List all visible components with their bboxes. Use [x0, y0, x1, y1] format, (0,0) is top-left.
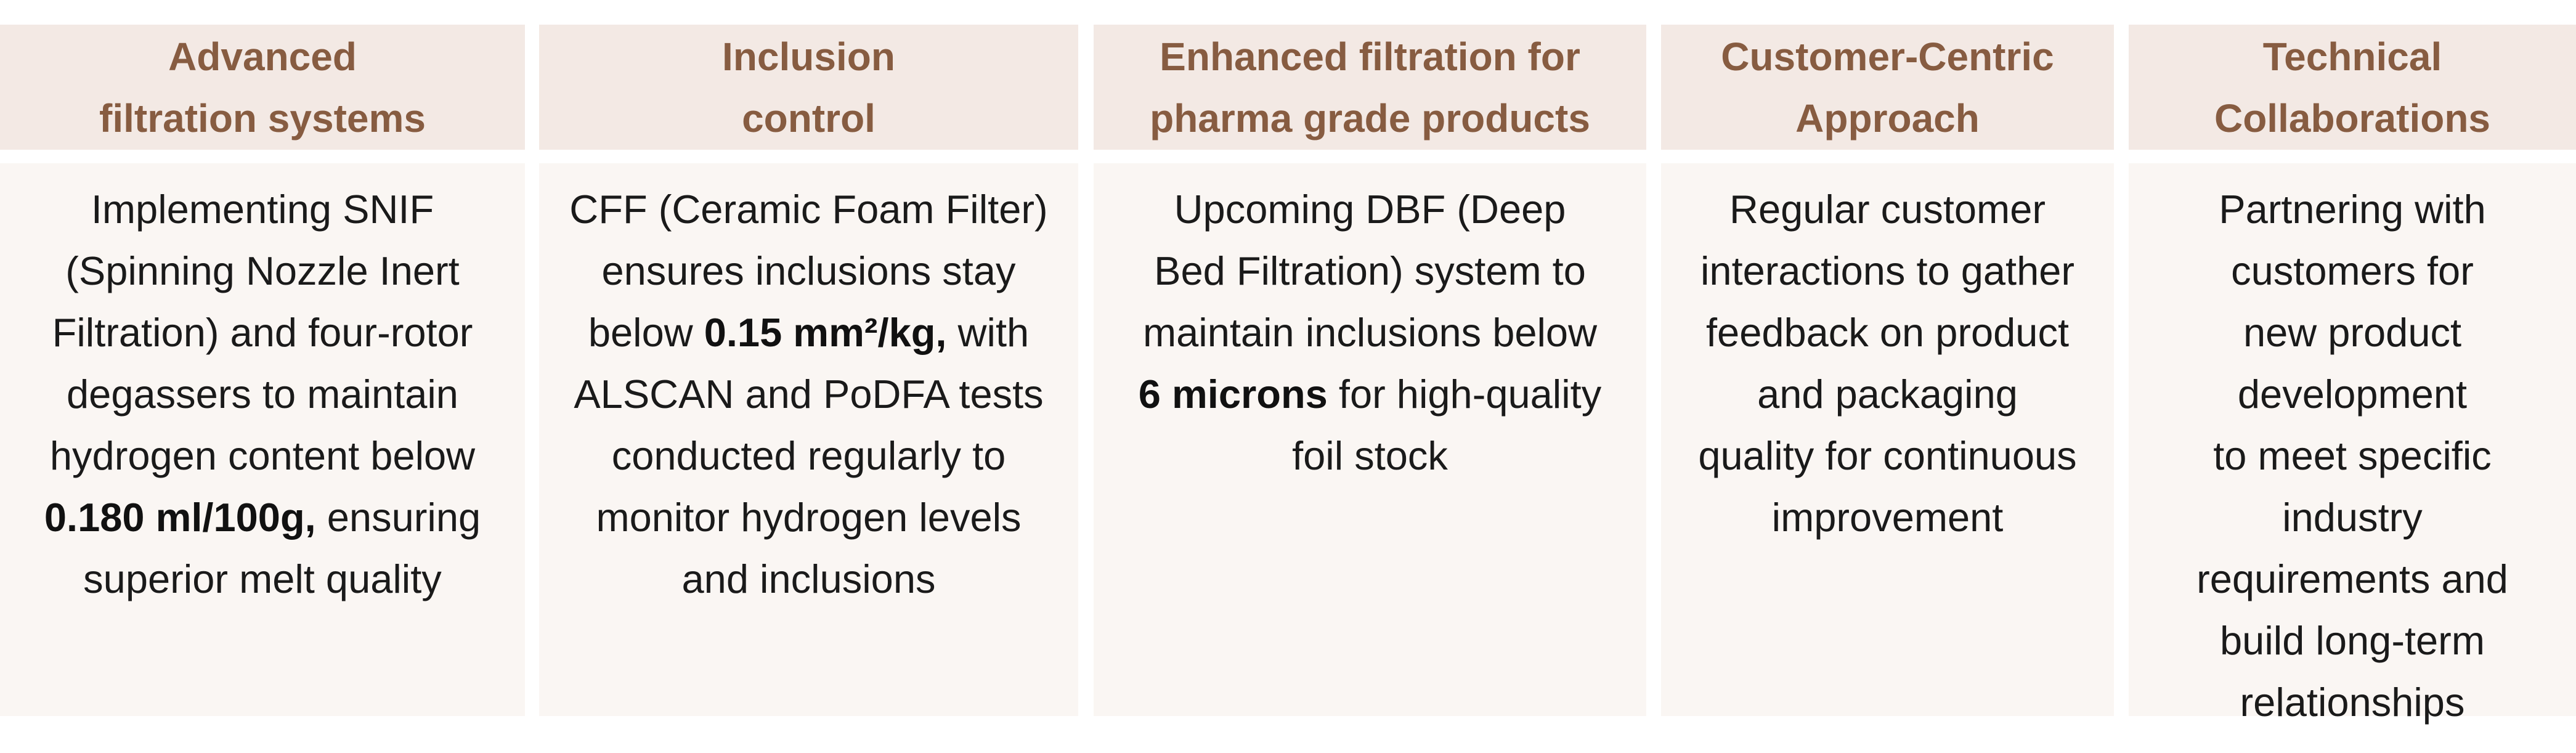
body-text: development: [2237, 372, 2468, 417]
body-text: improvement: [1771, 495, 2004, 540]
body-text: foil stock: [1292, 433, 1448, 478]
heading-line: Collaborations: [2214, 96, 2491, 140]
body-line: and inclusions: [545, 548, 1072, 610]
heading-line: filtration systems: [99, 96, 426, 140]
body-line: Upcoming DBF (Deep: [1100, 179, 1640, 240]
body-line: industry: [2135, 487, 2570, 548]
body-text: requirements and: [2196, 556, 2508, 601]
body-line: (Spinning Nozzle Inert: [6, 240, 519, 302]
body-line: interactions to gather: [1667, 240, 2108, 302]
body-line: CFF (Ceramic Foam Filter): [545, 179, 1072, 240]
column-heading: Inclusion control: [539, 25, 1078, 150]
heading-line: Advanced: [168, 34, 357, 79]
body-line: improvement: [1667, 487, 2108, 548]
body-text: with: [946, 310, 1030, 355]
body-line: new product: [2135, 302, 2570, 364]
column-body: Regular customer interactions to gather fe…: [1661, 163, 2114, 716]
body-line: superior melt quality: [6, 548, 519, 610]
body-text: and inclusions: [681, 556, 936, 601]
column-body: Upcoming DBF (Deep Bed Filtration) system…: [1094, 163, 1646, 716]
body-text: relationships: [2240, 680, 2465, 725]
heading-line: Enhanced filtration for: [1160, 34, 1580, 79]
body-text: customers for: [2231, 248, 2474, 293]
column-body: Implementing SNIF (Spinning Nozzle Inert F…: [0, 163, 525, 716]
heading-line: Approach: [1795, 96, 1980, 140]
column-heading: Enhanced filtration for pharma grade pro…: [1094, 25, 1646, 150]
body-line: foil stock: [1100, 425, 1640, 487]
body-text: industry: [2282, 495, 2423, 540]
body-text: quality for continuous: [1698, 433, 2077, 478]
body-line: 0.180 ml/100g, ensuring: [6, 487, 519, 548]
body-text: conducted regularly to: [611, 433, 1006, 478]
body-text: ensures inclusions stay: [601, 248, 1016, 293]
body-text: and packaging: [1757, 372, 2018, 417]
highlight-value: 0.180 ml/100g,: [44, 495, 316, 540]
body-line: hydrogen content below: [6, 425, 519, 487]
body-line: 6 microns for high-quality: [1100, 364, 1640, 425]
body-line: degassers to maintain: [6, 364, 519, 425]
body-text: feedback on product: [1705, 310, 2070, 355]
body-line: build long-term: [2135, 610, 2570, 672]
body-text: to meet specific: [2213, 433, 2492, 478]
body-text: Implementing SNIF: [91, 187, 434, 232]
body-text: Partnering with: [2219, 187, 2486, 232]
body-line: Regular customer: [1667, 179, 2108, 240]
body-line: customers for: [2135, 240, 2570, 302]
body-text: hydrogen content below: [49, 433, 476, 478]
body-text: ALSCAN and PoDFA tests: [574, 372, 1044, 417]
body-line: ensures inclusions stay: [545, 240, 1072, 302]
column-heading: Advanced filtration systems: [0, 25, 525, 150]
body-text: below: [588, 310, 704, 355]
body-line: monitor hydrogen levels: [545, 487, 1072, 548]
body-line: relationships: [2135, 672, 2570, 733]
body-line: Implementing SNIF: [6, 179, 519, 240]
body-line: and packaging: [1667, 364, 2108, 425]
body-text: ensuring: [315, 495, 481, 540]
body-text: Upcoming DBF (Deep: [1174, 187, 1566, 232]
highlight-value: 6 microns: [1138, 372, 1328, 417]
body-text: new product: [2243, 310, 2462, 355]
body-line: below 0.15 mm²/kg, with: [545, 302, 1072, 364]
body-line: Filtration) and four-rotor: [6, 302, 519, 364]
body-text: for high-quality: [1327, 372, 1602, 417]
body-line: quality for continuous: [1667, 425, 2108, 487]
heading-line: control: [742, 96, 876, 140]
body-text: maintain inclusions below: [1142, 310, 1598, 355]
body-text: CFF (Ceramic Foam Filter): [569, 187, 1048, 232]
body-text: Filtration) and four-rotor: [52, 310, 473, 355]
body-line: ALSCAN and PoDFA tests: [545, 364, 1072, 425]
highlight-value: 0.15 mm²/kg,: [704, 310, 947, 355]
body-line: conducted regularly to: [545, 425, 1072, 487]
heading-line: pharma grade products: [1150, 96, 1590, 140]
column-body: CFF (Ceramic Foam Filter) ensures inclusi…: [539, 163, 1078, 716]
body-text: Bed Filtration) system to: [1154, 248, 1586, 293]
body-line: requirements and: [2135, 548, 2570, 610]
heading-line: Inclusion: [722, 34, 895, 79]
column-body: Partnering with customers for new product d…: [2129, 163, 2576, 725]
body-text: Regular customer: [1729, 187, 2046, 232]
body-text: interactions to gather: [1700, 248, 2075, 293]
heading-line: Technical: [2262, 34, 2442, 79]
body-text: monitor hydrogen levels: [596, 495, 1022, 540]
column-heading: Technical Collaborations: [2129, 25, 2576, 150]
body-line: to meet specific: [2135, 425, 2570, 487]
body-text: degassers to maintain: [67, 372, 458, 417]
body-line: Partnering with: [2135, 179, 2570, 240]
body-line: feedback on product: [1667, 302, 2108, 364]
body-text: superior melt quality: [83, 556, 442, 601]
body-text: (Spinning Nozzle Inert: [65, 248, 460, 293]
body-line: Bed Filtration) system to: [1100, 240, 1640, 302]
body-text: build long-term: [2220, 618, 2485, 663]
body-line: development: [2135, 364, 2570, 425]
heading-line: Customer-Centric: [1721, 34, 2054, 79]
body-line: maintain inclusions below: [1100, 302, 1640, 364]
column-heading: Customer-Centric Approach: [1661, 25, 2114, 150]
